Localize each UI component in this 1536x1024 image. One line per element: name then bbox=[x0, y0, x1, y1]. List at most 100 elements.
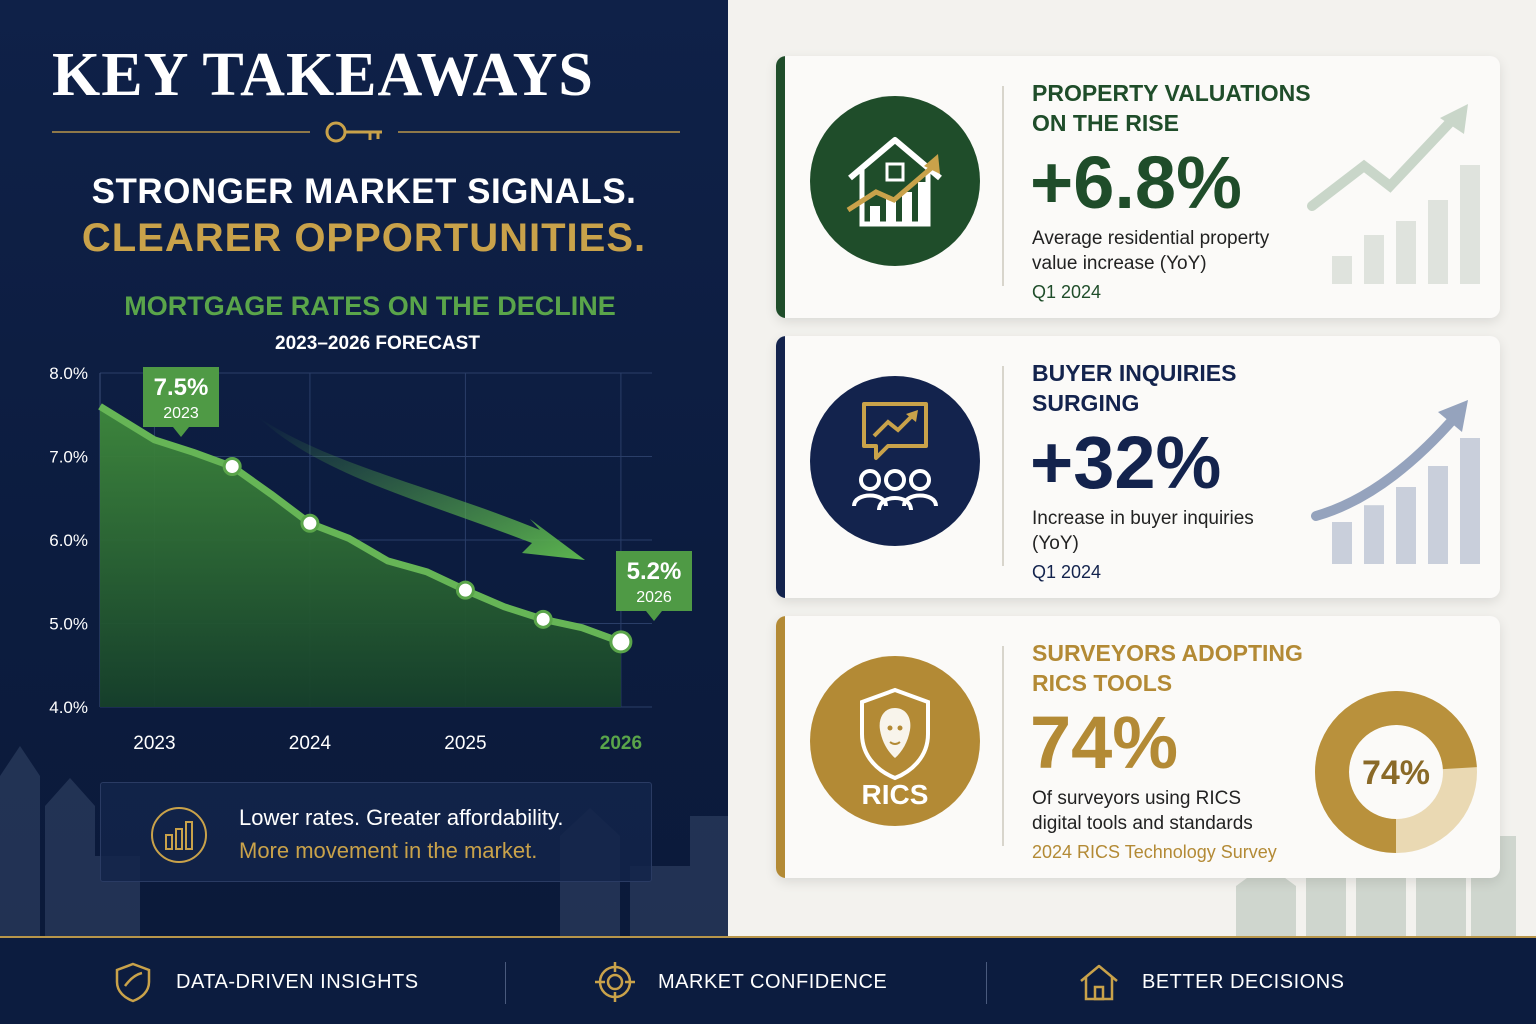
footer-item-decisions: BETTER DECISIONS bbox=[1078, 938, 1344, 1024]
y-tick-label: 6.0% bbox=[49, 531, 88, 550]
deco-bar bbox=[1364, 505, 1384, 564]
card-accent bbox=[776, 336, 785, 598]
card-description: Average residential property value incre… bbox=[1032, 226, 1322, 276]
card-buyer-inquiries: BUYER INQUIRIES SURGING +32% Increase in… bbox=[776, 336, 1500, 598]
bar-chart-icon bbox=[151, 807, 207, 863]
card-accent bbox=[776, 56, 785, 318]
card-value: 74% bbox=[1030, 701, 1179, 784]
card-divider bbox=[1002, 646, 1004, 846]
card-desc-line2: value increase (YoY) bbox=[1032, 253, 1207, 274]
card-heading: BUYER INQUIRIES SURGING bbox=[1032, 358, 1332, 418]
card-desc-line2: digital tools and standards bbox=[1032, 813, 1253, 834]
card-value: +6.8% bbox=[1030, 141, 1242, 224]
data-point bbox=[300, 513, 320, 533]
deco-bar bbox=[1332, 256, 1352, 284]
deco-bar bbox=[1364, 235, 1384, 284]
deco-bar bbox=[1460, 165, 1480, 284]
shield-icon bbox=[115, 962, 151, 1003]
card-source: Q1 2024 bbox=[1032, 562, 1102, 582]
card-value: +32% bbox=[1030, 421, 1222, 504]
footer-label: MARKET CONFIDENCE bbox=[658, 970, 888, 993]
card-description: Increase in buyer inquiries (YoY) bbox=[1032, 506, 1322, 556]
footer-divider bbox=[505, 962, 506, 1004]
footer-divider bbox=[986, 962, 987, 1004]
area-fill bbox=[100, 406, 621, 707]
lion-shield-icon bbox=[860, 687, 930, 781]
tagline-secondary: CLEARER OPPORTUNITIES. bbox=[81, 216, 647, 260]
card-source: Q1 2024 bbox=[1032, 282, 1102, 302]
card-heading-line2: RICS TOOLS bbox=[1032, 670, 1173, 696]
card-divider bbox=[1002, 86, 1004, 286]
card-source: 2024 RICS Technology Survey bbox=[1032, 842, 1277, 862]
key-icon bbox=[325, 121, 382, 143]
callout-line-secondary: More movement in the market. bbox=[239, 838, 538, 863]
house-icon bbox=[1080, 964, 1118, 1001]
target-icon bbox=[595, 962, 635, 1002]
card-heading-line2: SURGING bbox=[1032, 390, 1140, 416]
rics-badge: RICS bbox=[810, 656, 980, 826]
x-tick-label: 2024 bbox=[289, 733, 332, 754]
donut-chart: 74% bbox=[1315, 691, 1477, 853]
chart-title: MORTGAGE RATES ON THE DECLINE bbox=[124, 291, 616, 321]
growth-bars-graphic bbox=[1311, 400, 1480, 564]
growth-bars-graphic bbox=[1307, 104, 1480, 284]
data-point bbox=[533, 609, 553, 629]
card-heading-line2: ON THE RISE bbox=[1032, 110, 1179, 136]
data-label: 7.5% 2023 bbox=[143, 367, 219, 437]
data-point bbox=[609, 630, 633, 654]
data-label-box bbox=[616, 551, 692, 621]
card-heading-line1: PROPERTY VALUATIONS bbox=[1032, 80, 1311, 106]
trend-arrow bbox=[258, 417, 585, 560]
deco-bar bbox=[1460, 438, 1480, 564]
deco-bar bbox=[1396, 221, 1416, 284]
y-tick-label: 7.0% bbox=[49, 448, 88, 467]
mortgage-rate-chart: 7.5% 2023 5.2% 2026 8.0% 7.0% 6.0% 5.0% 4.0% 202… bbox=[49, 364, 692, 754]
footer-item-insights: DATA-DRIVEN INSIGHTS bbox=[112, 938, 419, 1024]
card-heading-line1: SURVEYORS ADOPTING bbox=[1032, 640, 1303, 666]
right-panel: PROPERTY VALUATIONS ON THE RISE +6.8% Av… bbox=[728, 0, 1536, 936]
deco-arrowhead bbox=[1438, 400, 1468, 432]
data-point bbox=[222, 457, 242, 477]
data-label-value: 7.5% bbox=[154, 374, 209, 401]
callout-line-primary: Lower rates. Greater affordability. bbox=[239, 805, 564, 830]
card-description: Of surveyors using RICS digital tools an… bbox=[1032, 786, 1322, 836]
y-tick-label: 8.0% bbox=[49, 364, 88, 383]
y-tick-label: 4.0% bbox=[49, 698, 88, 717]
data-point bbox=[455, 580, 475, 600]
footer-label: BETTER DECISIONS bbox=[1142, 970, 1345, 993]
footer-item-confidence: MARKET CONFIDENCE bbox=[594, 938, 887, 1024]
card-desc-line2: (YoY) bbox=[1032, 533, 1079, 554]
footer-bar: DATA-DRIVEN INSIGHTS MARKET CONFIDENCE B… bbox=[0, 936, 1536, 1024]
data-label: 5.2% 2026 bbox=[616, 551, 692, 621]
deco-arrowhead bbox=[1440, 104, 1468, 134]
card-desc-line1: Of surveyors using RICS bbox=[1032, 788, 1242, 809]
data-label-value: 5.2% bbox=[627, 558, 682, 585]
y-tick-label: 5.0% bbox=[49, 615, 88, 634]
skyline-illustration-right bbox=[1236, 836, 1516, 936]
x-tick-label: 2025 bbox=[444, 733, 486, 754]
deco-bar bbox=[1396, 487, 1416, 564]
house-growth-icon bbox=[810, 96, 980, 266]
x-tick-label: 2023 bbox=[133, 733, 175, 754]
footer-label: DATA-DRIVEN INSIGHTS bbox=[176, 970, 419, 993]
deco-bar bbox=[1332, 522, 1352, 564]
card-heading: SURVEYORS ADOPTING RICS TOOLS bbox=[1032, 638, 1332, 698]
card-desc-line1: Increase in buyer inquiries bbox=[1032, 508, 1254, 529]
deco-arrow bbox=[1311, 411, 1461, 521]
card-rics-adoption: RICS SURVEYORS ADOPTING RICS TOOLS 74% O… bbox=[776, 616, 1500, 878]
data-label-year: 2023 bbox=[163, 405, 199, 422]
card-heading-line1: BUYER INQUIRIES bbox=[1032, 360, 1237, 386]
card-heading: PROPERTY VALUATIONS ON THE RISE bbox=[1032, 78, 1332, 138]
donut-label: 74% bbox=[1362, 754, 1430, 792]
card-divider bbox=[1002, 366, 1004, 566]
card-desc-line1: Average residential property bbox=[1032, 228, 1270, 249]
buyers-icon bbox=[810, 376, 980, 546]
key-divider bbox=[52, 121, 680, 143]
x-tick-label: 2026 bbox=[600, 733, 642, 754]
callout-box: Lower rates. Greater affordability. More… bbox=[100, 782, 652, 882]
deco-bar bbox=[1428, 466, 1448, 564]
page-title: KEY TAKEAWAYS bbox=[52, 41, 594, 109]
left-panel: KEY TAKEAWAYS STRONGER MARKET SIGNALS. C… bbox=[0, 0, 728, 936]
chart-subtitle: 2023–2026 FORECAST bbox=[275, 333, 480, 354]
tagline-primary: STRONGER MARKET SIGNALS. bbox=[91, 172, 637, 211]
